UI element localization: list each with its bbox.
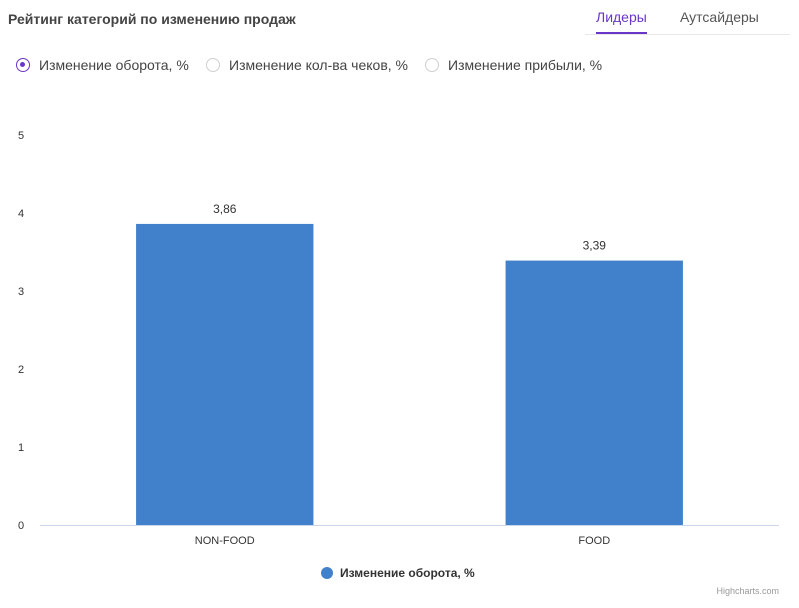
radio-profit-change[interactable]: Изменение прибыли, % bbox=[425, 56, 602, 74]
radio-unselected-icon[interactable] bbox=[425, 58, 439, 72]
y-tick-label: 3 bbox=[18, 286, 24, 298]
credits-link[interactable]: Highcharts.com bbox=[716, 586, 779, 596]
radio-turnover-change[interactable]: Изменение оборота, % bbox=[16, 56, 189, 74]
radio-label: Изменение кол-ва чеков, % bbox=[229, 57, 408, 73]
radio-unselected-icon[interactable] bbox=[206, 58, 220, 72]
bar[interactable] bbox=[505, 260, 683, 525]
tab-bar: Лидеры Аутсайдеры bbox=[585, 0, 790, 35]
legend-label: Изменение оборота, % bbox=[340, 566, 475, 580]
y-tick-label: 0 bbox=[18, 520, 24, 532]
legend-item[interactable]: Изменение оборота, % bbox=[321, 566, 475, 580]
y-tick-label: 4 bbox=[18, 208, 24, 220]
radio-label: Изменение прибыли, % bbox=[448, 57, 603, 73]
page-title: Рейтинг категорий по изменению продаж bbox=[8, 11, 296, 27]
data-label: 3,86 bbox=[213, 202, 237, 216]
data-label: 3,39 bbox=[583, 239, 607, 253]
legend-marker-icon bbox=[321, 567, 333, 579]
y-tick-label: 1 bbox=[18, 442, 24, 454]
x-tick-label: FOOD bbox=[578, 535, 610, 547]
radio-receipts-change[interactable]: Изменение кол-ва чеков, % bbox=[206, 56, 408, 74]
tab-outsiders[interactable]: Аутсайдеры bbox=[680, 9, 759, 25]
y-tick-label: 2 bbox=[18, 364, 24, 376]
x-tick-label: NON-FOOD bbox=[195, 535, 255, 547]
radio-label: Изменение оборота, % bbox=[39, 57, 189, 73]
bar[interactable] bbox=[136, 223, 314, 526]
y-tick-label: 5 bbox=[18, 130, 24, 142]
tab-leaders[interactable]: Лидеры bbox=[596, 9, 647, 34]
radio-selected-icon[interactable] bbox=[16, 58, 30, 72]
